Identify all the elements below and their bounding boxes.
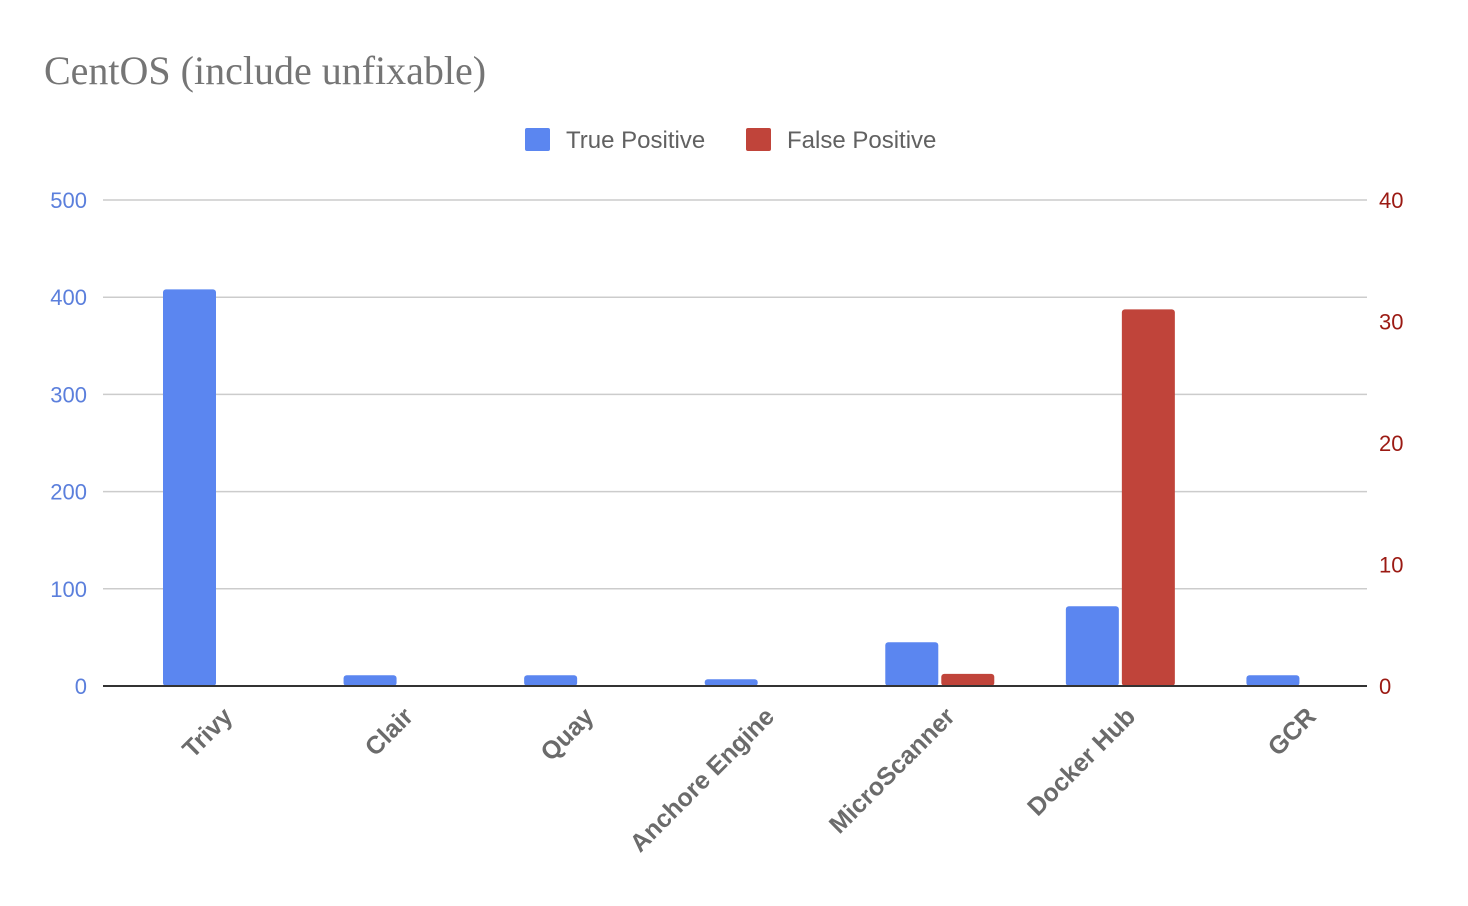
left-tick-label: 200	[50, 480, 87, 505]
bar-false-positive	[941, 673, 995, 686]
legend-swatch-true-positive	[525, 128, 550, 151]
category-label: Trivy	[177, 702, 238, 763]
bar-true-positive	[163, 289, 216, 686]
bar-false-positive	[1121, 309, 1175, 686]
left-tick-label: 100	[50, 577, 87, 602]
left-tick-label: 500	[50, 188, 87, 213]
legend-label-true-positive: True Positive	[566, 127, 705, 154]
bar-true-positive	[885, 642, 939, 686]
category-label: Quay	[535, 702, 599, 766]
left-tick-label: 400	[50, 285, 87, 310]
right-tick-label: 40	[1379, 188, 1403, 213]
legend: True Positive False Positive	[525, 127, 936, 154]
right-tick-label: 30	[1379, 310, 1403, 335]
category-label: Clair	[360, 702, 419, 761]
bar-true-positive	[343, 675, 397, 686]
bar-true-positive	[1246, 675, 1300, 686]
bar-true-positive	[1065, 606, 1119, 686]
category-label: Docker Hub	[1022, 702, 1141, 821]
category-labels: Trivy Clair Quay Anchore Engine MicroScanner…	[177, 702, 1322, 858]
bars	[163, 289, 1300, 686]
left-tick-label: 300	[50, 382, 87, 407]
right-tick-label: 20	[1379, 431, 1403, 456]
legend-label-false-positive: False Positive	[787, 127, 936, 154]
right-tick-label: 10	[1379, 553, 1403, 578]
gridlines	[103, 199, 1367, 590]
bar-true-positive	[704, 679, 758, 686]
right-tick-label: 0	[1379, 674, 1391, 699]
chart-title: CentOS (include unfixable)	[44, 48, 486, 93]
right-axis-ticks: 0 10 20 30 40	[1379, 188, 1403, 699]
category-label: GCR	[1263, 702, 1322, 761]
category-label: MicroScanner	[824, 702, 961, 839]
left-tick-label: 0	[75, 674, 87, 699]
legend-swatch-false-positive	[746, 128, 771, 151]
bar-true-positive	[524, 675, 578, 686]
left-axis-ticks: 0 100 200 300 400 500	[50, 188, 87, 699]
category-label: Anchore Engine	[625, 702, 780, 857]
